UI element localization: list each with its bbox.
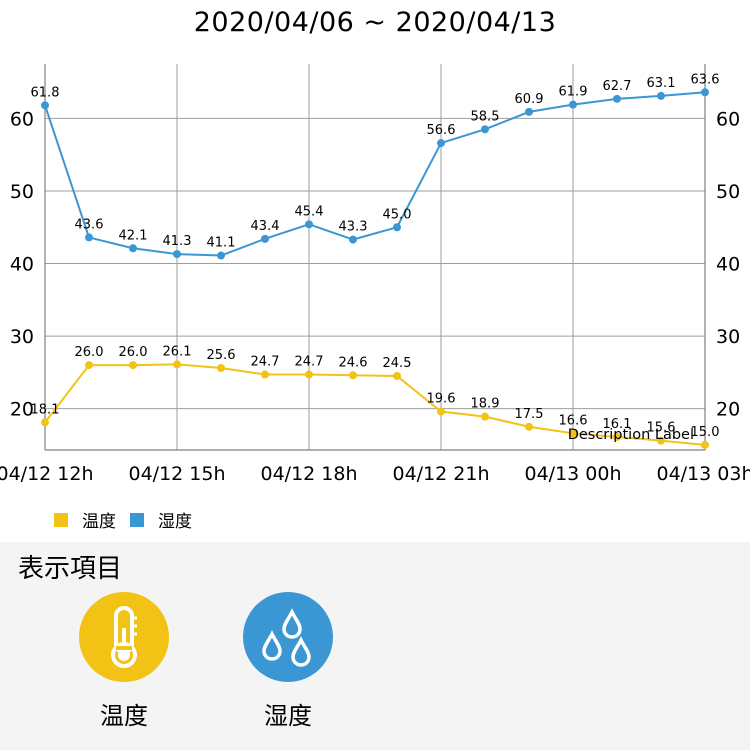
line-chart: 20 20 30 30 40 40 50 50 60 60 04/12 12h 04/12 15h 04… [0,64,750,532]
data-label: 45.0 [383,207,412,222]
data-label: 16.6 [559,413,588,428]
data-point [41,101,49,110]
x-tick-label: 04/13 00h [524,463,621,485]
data-label: 58.5 [471,109,500,124]
data-point [613,432,621,441]
legend-swatch [130,513,144,527]
series-line-1 [44,91,706,257]
data-label: 24.5 [383,356,412,371]
humidity-toggle-button[interactable]: 湿度 [243,592,333,731]
data-point [217,364,225,373]
data-point [569,429,577,438]
data-label: 17.5 [515,407,544,422]
thermometer-icon [79,592,169,682]
data-label: 41.1 [207,236,236,251]
data-label: 24.6 [339,355,368,370]
data-label: 62.7 [603,79,632,94]
y-tick-label-right: 40 [716,254,740,276]
data-label: 63.1 [647,76,676,91]
y-tick-label-right: 60 [716,108,740,130]
data-point [41,418,49,427]
data-label: 16.1 [603,417,632,432]
data-point [85,361,93,370]
data-point [525,107,533,116]
data-label: 43.6 [75,217,104,232]
data-point [393,371,401,380]
data-label: 61.9 [559,85,588,100]
data-label: 15.6 [647,421,676,436]
data-point [525,422,533,431]
water-drops-icon [243,592,333,682]
data-point [217,251,225,260]
series-line-0 [44,363,706,446]
data-point [305,220,313,229]
y-tick-label-left: 50 [10,181,34,203]
data-label: 43.4 [251,219,280,234]
data-label: 56.6 [427,123,456,138]
data-point [613,94,621,103]
y-tick-label-left: 60 [10,108,34,130]
data-point [261,234,269,243]
data-label: 24.7 [295,355,324,370]
data-label: 18.9 [471,397,500,412]
data-point [173,250,181,259]
data-point [437,139,445,148]
data-point [657,91,665,100]
humidity-label: 湿度 [264,702,312,730]
description-label: Description Label [568,427,694,443]
data-point [481,412,489,421]
data-label: 18.1 [31,402,60,417]
temperature-toggle-button[interactable]: 温度 [79,592,169,731]
data-label: 26.1 [163,344,192,359]
data-label: 26.0 [75,345,104,360]
data-point [261,370,269,379]
data-point [85,233,93,242]
data-label: 25.6 [207,348,236,363]
legend-entry: 湿度 [158,512,192,532]
data-point [701,440,709,449]
y-tick-label-left: 30 [10,326,34,348]
temperature-label: 温度 [100,702,148,730]
data-label: 42.1 [119,228,148,243]
y-tick-label-right: 50 [716,181,740,203]
data-point [393,223,401,232]
data-label: 43.3 [339,220,368,235]
legend-swatch [54,513,68,527]
data-label: 63.6 [691,72,720,87]
x-tick-label: 04/13 03h [656,463,750,485]
data-label: 26.0 [119,345,148,360]
data-point [701,88,709,97]
x-tick-label: 04/12 21h [392,463,489,485]
y-tick-label-right: 30 [716,326,740,348]
data-point [657,436,665,445]
data-point [173,360,181,369]
y-tick-label-left: 20 [10,399,34,421]
data-point [305,370,313,379]
section-title: 表示項目 [18,554,123,584]
data-label: 61.8 [31,85,60,100]
date-range-title: 2020/04/06 ~ 2020/04/13 [0,0,750,44]
data-label: 60.9 [515,92,544,107]
x-tick-label: 04/12 12h [0,463,94,485]
legend-entry: 温度 [82,512,116,532]
data-label: 24.7 [251,355,280,370]
y-tick-label-left: 40 [10,254,34,276]
y-tick-label-right: 20 [716,399,740,421]
data-label: 41.3 [163,234,192,249]
data-point [349,371,357,380]
data-label: 15.0 [691,425,720,440]
data-label: 45.4 [295,204,324,219]
x-tick-label: 04/12 15h [128,463,225,485]
x-tick-label: 04/12 18h [260,463,357,485]
data-label: 19.6 [427,392,456,407]
data-point [129,244,137,253]
data-point [569,100,577,109]
data-point [481,125,489,134]
data-point [129,361,137,370]
data-point [437,407,445,416]
data-point [349,235,357,244]
